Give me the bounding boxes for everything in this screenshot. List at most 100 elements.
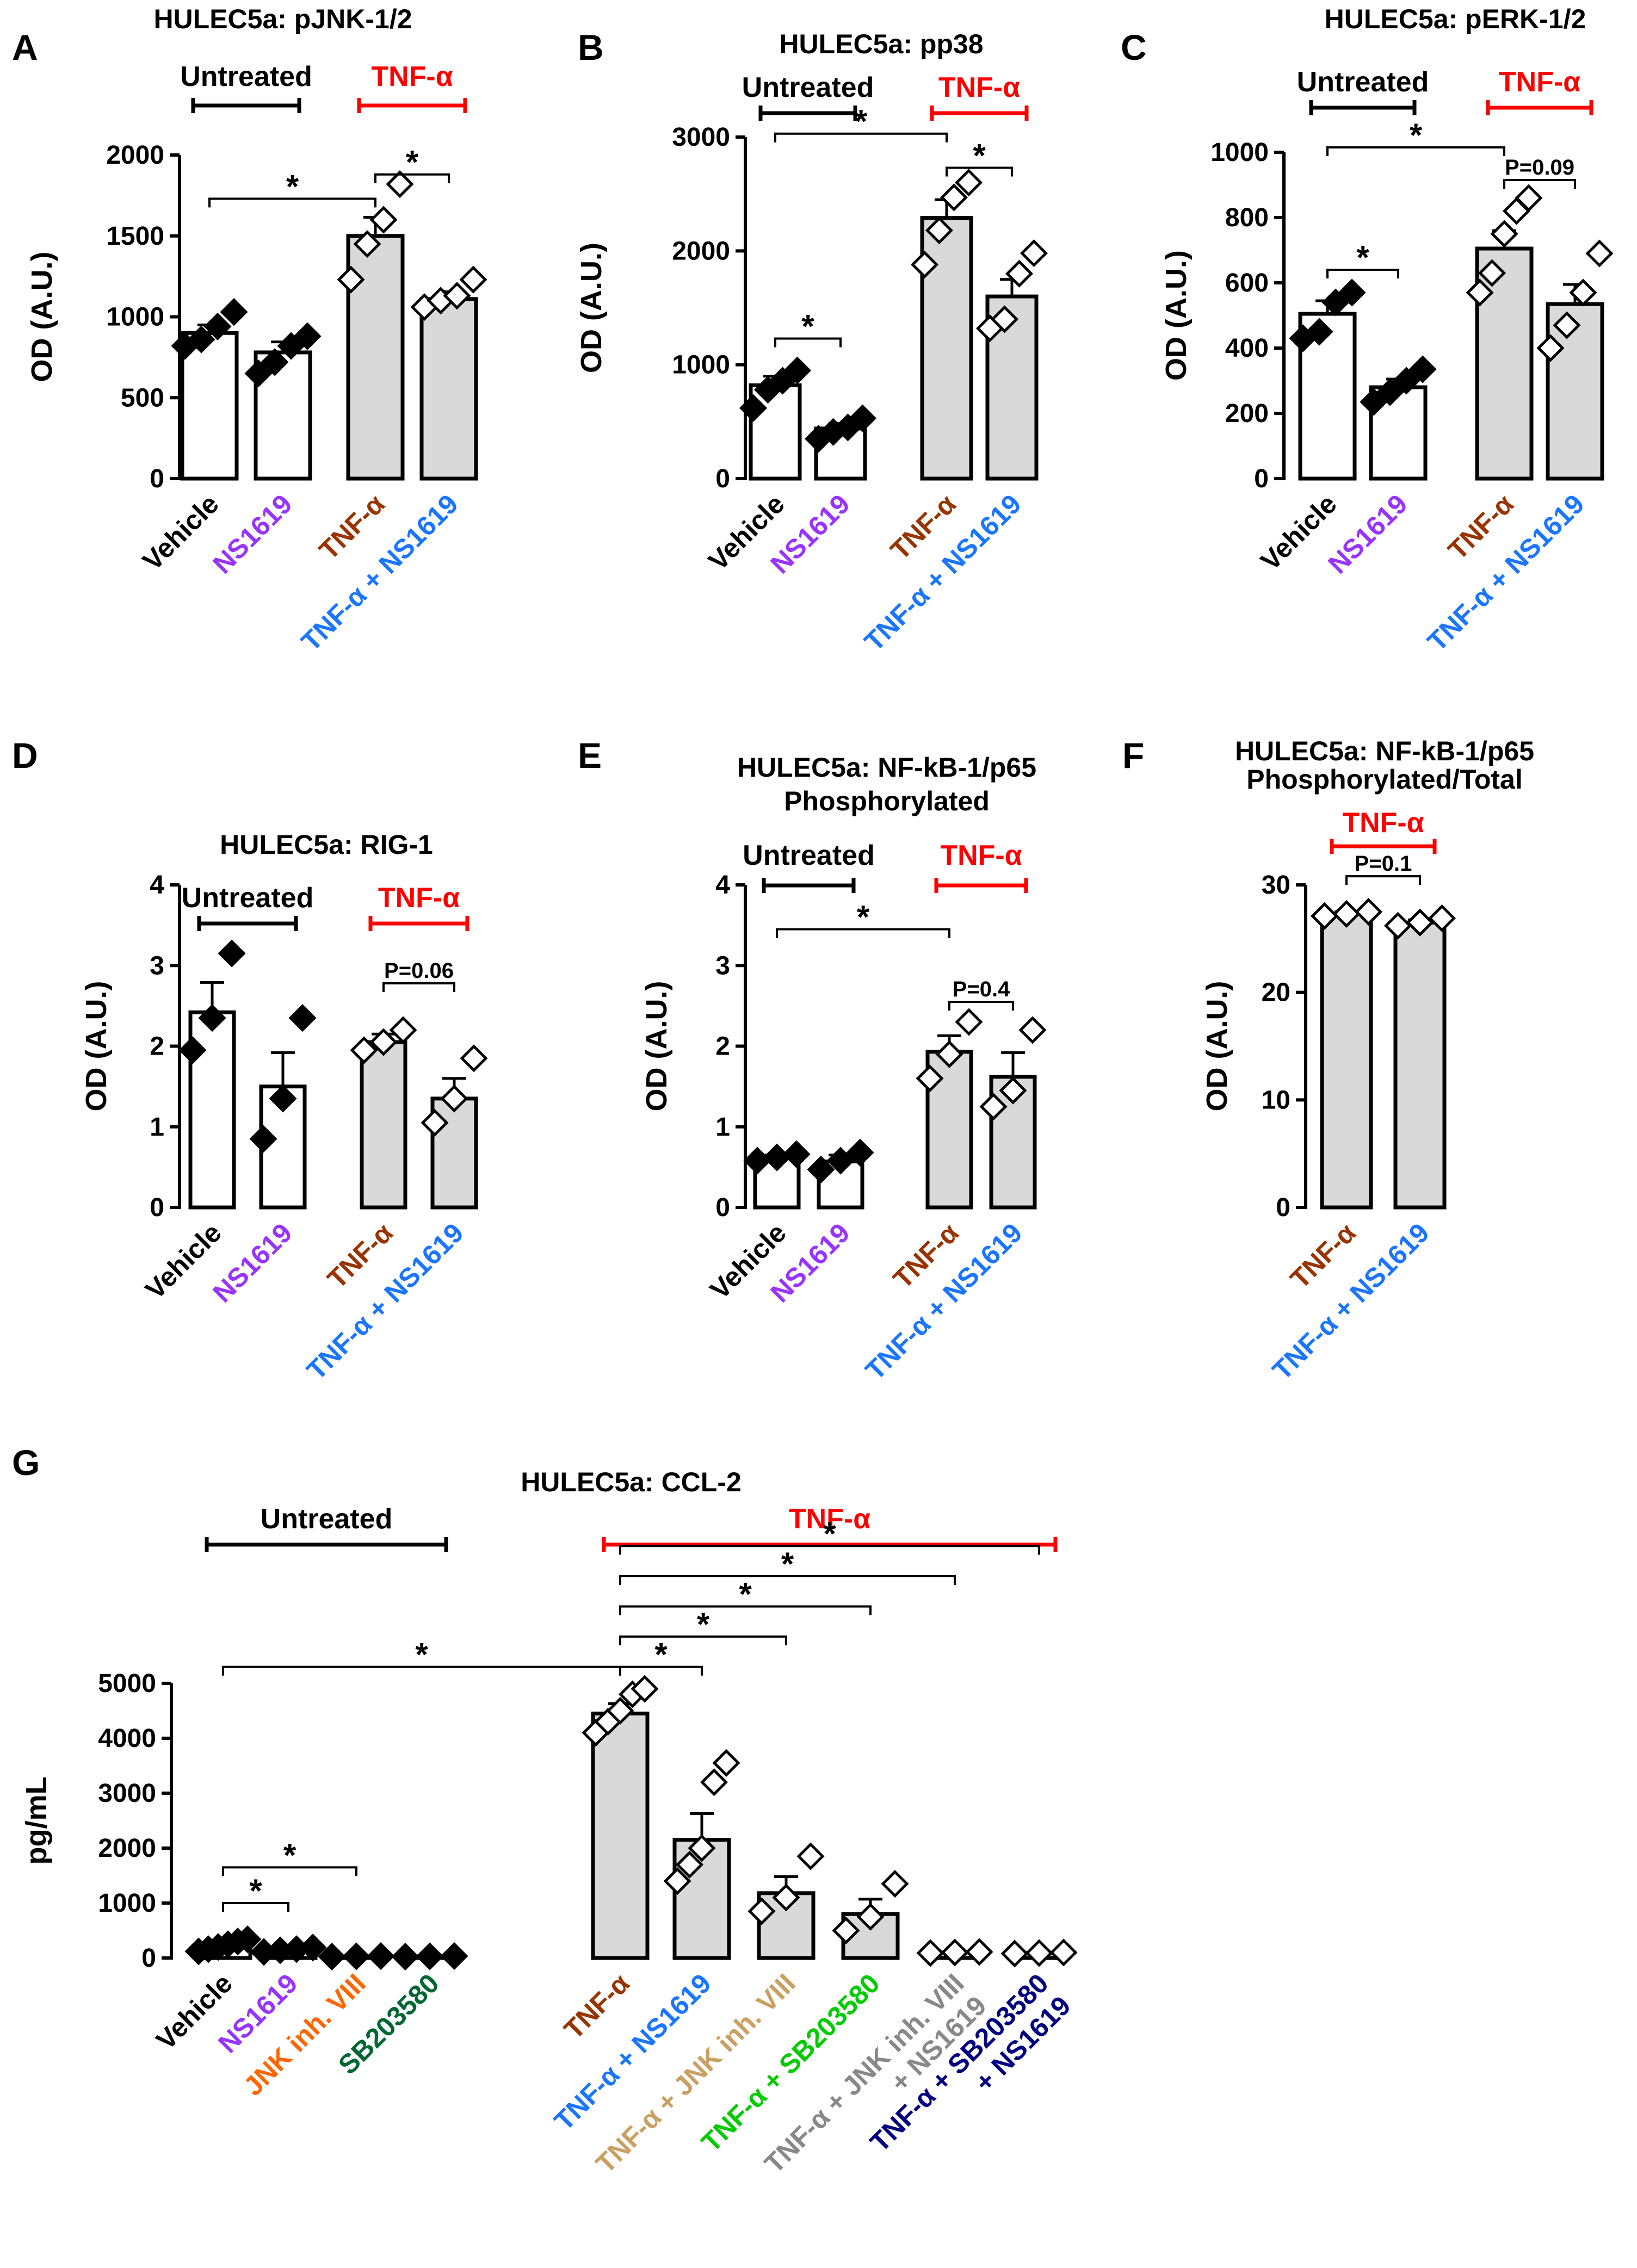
panel-d: D HULEC5a: RIG-1 Untreated TNF-α 0 1 2 3 4 OD (A.…: [12, 735, 488, 1386]
bar: [1393, 920, 1447, 1210]
y-tick-label: 0: [150, 1193, 164, 1222]
data-point: [1005, 259, 1034, 288]
data-point: [178, 1036, 207, 1064]
group-label: TNF-α: [378, 882, 460, 914]
y-tick-label: 0: [141, 1944, 156, 1973]
panel-a: A HULEC5a: pJNK-1/2 Untreated TNF-α 0 500 1000…: [12, 4, 487, 657]
y-tick-label: 4: [150, 871, 164, 900]
data-point: [269, 1085, 297, 1113]
data-point: [782, 1140, 811, 1168]
data-point: [916, 1064, 944, 1093]
data-point: [369, 1028, 398, 1056]
data-point: [700, 1768, 728, 1796]
significance-label: *: [801, 308, 814, 345]
data-point: [249, 1125, 277, 1153]
panel-letter: B: [578, 27, 604, 67]
data-point: [1354, 897, 1383, 926]
significance-bracket: [776, 928, 950, 938]
group-label: Untreated: [182, 882, 314, 914]
chart-title: HULEC5a: RIG-1: [220, 829, 433, 860]
data-point: [688, 1834, 716, 1862]
significance-bracket: [382, 982, 455, 992]
y-tick-label: 1: [715, 1113, 730, 1142]
data-point: [233, 1925, 262, 1954]
data-point: [990, 305, 1019, 333]
data-point: [277, 332, 305, 360]
y-tick-label: 1000: [98, 1889, 156, 1918]
y-tick-label: 1000: [106, 303, 164, 332]
y-tick-label: 400: [1225, 334, 1269, 363]
significance-label: *: [697, 1606, 710, 1643]
significance-bracket: [619, 1545, 1040, 1555]
data-point: [1466, 278, 1494, 307]
category-label-line: NS1619: [207, 488, 298, 579]
data-point: [203, 312, 232, 340]
data-point: [1428, 904, 1456, 932]
y-tick-label: 0: [715, 1193, 730, 1222]
data-point: [1025, 1939, 1053, 1967]
y-tick-label: 1000: [1210, 138, 1269, 167]
data-point: [748, 1897, 776, 1925]
data-point: [1569, 278, 1597, 307]
panel-letter: A: [12, 27, 38, 67]
bar: [419, 297, 478, 481]
data-point: [337, 265, 365, 294]
data-point: [999, 1076, 1027, 1105]
y-axis-label: OD (A.U.): [1160, 250, 1193, 381]
data-point: [1332, 900, 1361, 928]
data-point: [856, 1903, 885, 1931]
data-point: [1310, 902, 1339, 930]
data-point: [1321, 288, 1350, 317]
significance-label: *: [286, 168, 299, 205]
significance-label: *: [781, 1546, 794, 1582]
panel-letter: E: [578, 735, 602, 776]
panel-letter: F: [1122, 735, 1144, 776]
data-point: [1536, 334, 1565, 362]
significance-label: *: [1356, 239, 1369, 276]
data-point: [1305, 318, 1333, 346]
data-point: [1049, 1938, 1078, 1967]
y-tick-label: 0: [150, 464, 164, 493]
group-label: TNF-α: [1342, 807, 1424, 839]
bar: [591, 1712, 650, 1960]
data-point: [353, 230, 381, 258]
significance-label: *: [283, 1837, 296, 1873]
y-tick-label: 2: [150, 1032, 164, 1061]
data-point: [293, 322, 322, 350]
data-point: [391, 1942, 419, 1971]
significance-bracket: [1326, 269, 1399, 278]
significance-label: *: [406, 144, 419, 181]
y-tick-label: 2000: [672, 237, 730, 265]
data-point: [955, 1008, 983, 1036]
data-point: [910, 250, 939, 278]
panel-letter: G: [12, 1442, 40, 1483]
significance-label: P=0.06: [384, 959, 454, 983]
data-point: [1360, 388, 1388, 416]
chart-title: HULEC5a: NF-kB-1/p65: [1235, 736, 1534, 766]
bar: [1546, 302, 1604, 481]
data-point: [935, 1040, 963, 1068]
bar: [180, 331, 239, 481]
significance-label: P=0.09: [1505, 156, 1574, 179]
data-point: [1585, 239, 1614, 268]
data-point: [386, 170, 414, 199]
group-label: TNF-α: [938, 72, 1020, 103]
data-point: [1020, 239, 1048, 268]
y-tick-label: 2000: [98, 1834, 156, 1863]
significance-label: *: [249, 1873, 262, 1909]
data-point: [631, 1675, 659, 1703]
category-label: NS1619: [207, 488, 298, 579]
data-point: [848, 404, 877, 432]
data-point: [1383, 912, 1412, 940]
y-tick-label: 4000: [98, 1724, 156, 1753]
data-point: [916, 1939, 944, 1967]
data-point: [1409, 355, 1437, 383]
data-point: [1392, 367, 1420, 395]
data-point: [261, 348, 289, 376]
y-tick-label: 2000: [106, 141, 164, 170]
y-tick-label: 0: [715, 464, 730, 493]
data-point: [367, 1942, 395, 1970]
data-point: [941, 1938, 969, 1967]
y-tick-label: 0: [1276, 1193, 1290, 1222]
chart-title: HULEC5a: pJNK-1/2: [153, 4, 412, 34]
